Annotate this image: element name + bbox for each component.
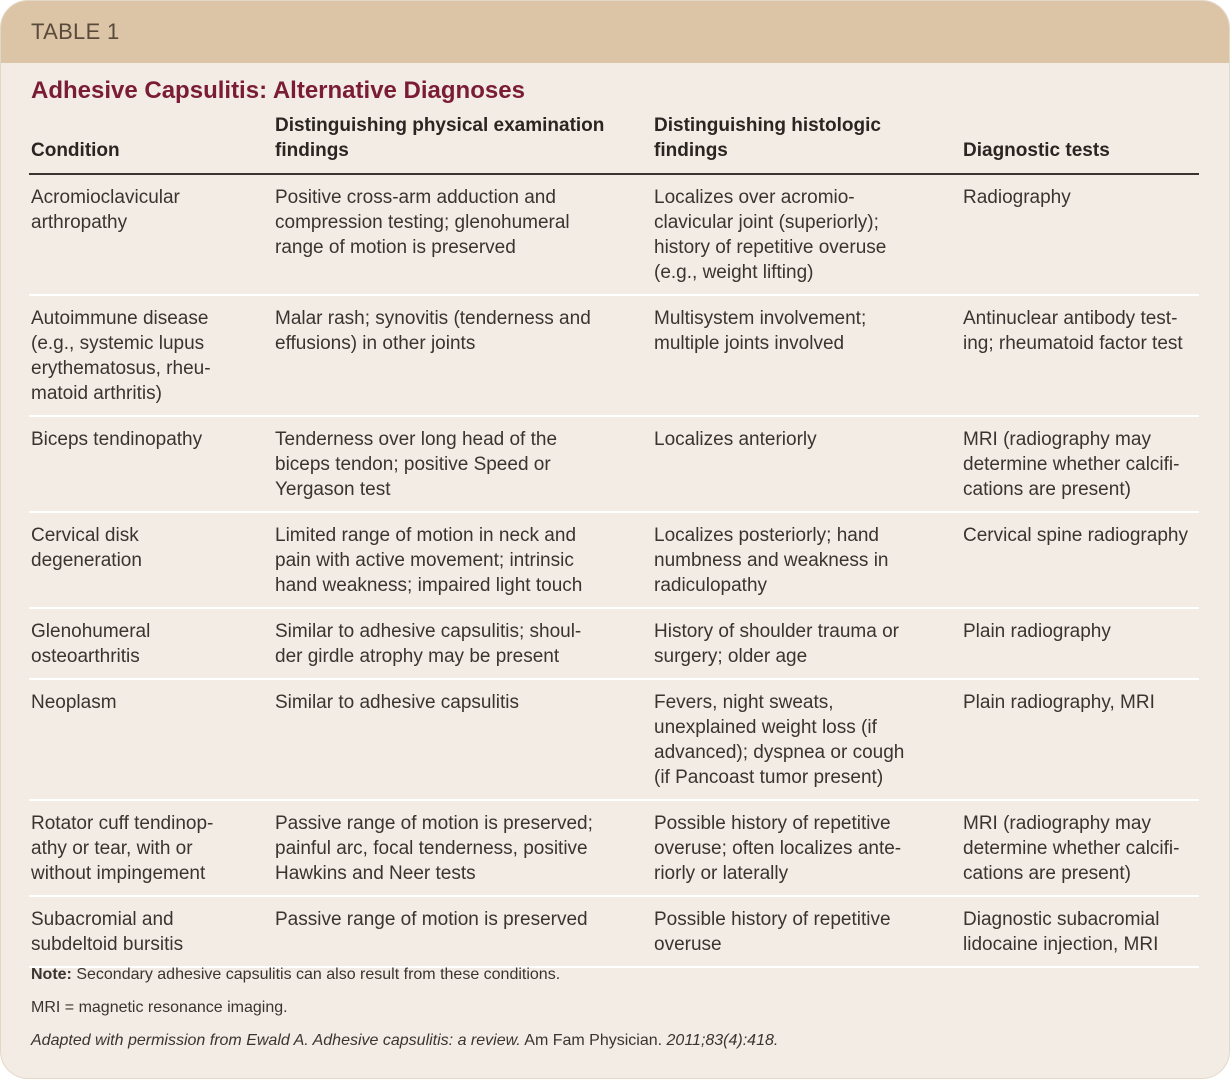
table-cell: Tenderness over long head of the biceps … — [273, 416, 652, 513]
table-cell: Diagnostic subacromial lidocaine injecti… — [961, 896, 1199, 968]
note-text: Secondary adhesive capsulitis can also r… — [71, 966, 561, 983]
table-cell: Possible history of repetitive overuse — [652, 896, 961, 968]
source-citation: Adapted with permission from Ewald A. Ad… — [31, 1032, 778, 1050]
table-row: Subacromial and subdeltoid bursitis Passi… — [29, 896, 1199, 968]
table-note: Note: Secondary adhesive capsulitis can … — [31, 966, 560, 984]
table-cell: Subacromial and subdeltoid bursitis — [29, 896, 273, 968]
table-cell: Glenohumeral osteoarthritis — [29, 608, 273, 680]
table-cell: Radiography — [961, 174, 1199, 296]
table-cell: Autoimmune disease (e.g., systemic lupus… — [29, 295, 273, 417]
citation-title: Adapted with permission from Ewald A. Ad… — [31, 1032, 521, 1049]
table-cell: Rotator cuff tendinop- athy or tear, wit… — [29, 800, 273, 897]
table-cell: MRI (radiography may determine whether c… — [961, 800, 1199, 897]
table-row: Neoplasm Similar to adhesive capsulitis Fe… — [29, 679, 1199, 801]
table-cell: Localizes posteriorly; hand numbness and… — [652, 512, 961, 609]
note-label: Note: — [31, 966, 72, 983]
table-cell: Possible history of repetitive overuse; … — [652, 800, 961, 897]
table-cell: Antinuclear antibody test- ing; rheumato… — [961, 295, 1199, 417]
table-cell: Multisystem involvement; multiple joints… — [652, 295, 961, 417]
table-cell: Acromioclavicular arthropathy — [29, 174, 273, 296]
table-row: Cervical disk degeneration Limited range … — [29, 512, 1199, 609]
abbreviation-note: MRI = magnetic resonance imaging. — [31, 999, 288, 1016]
table-cell: Similar to adhesive capsulitis — [273, 679, 652, 801]
table-cell: Plain radiography — [961, 608, 1199, 680]
table-cell: Localizes anteriorly — [652, 416, 961, 513]
table-row: Acromioclavicular arthropathy Positive cr… — [29, 174, 1199, 296]
table-cell: Neoplasm — [29, 679, 273, 801]
column-header: Diagnostic tests — [961, 113, 1199, 175]
table-cell: History of shoulder trauma or surgery; o… — [652, 608, 961, 680]
table-label-band: TABLE 1 — [1, 1, 1229, 63]
table-title: Adhesive Capsulitis: Alternative Diagnos… — [31, 77, 525, 104]
table-cell: Limited range of motion in neck and pain… — [273, 512, 652, 609]
header-row: Condition Distinguishing physical examin… — [29, 113, 1199, 175]
table-cell: Similar to adhesive capsulitis; shoul- d… — [273, 608, 652, 680]
table-cell: Cervical spine radiography — [961, 512, 1199, 609]
table-cell: Plain radiography, MRI — [961, 679, 1199, 801]
table-cell: MRI (radiography may determine whether c… — [961, 416, 1199, 513]
column-header: Condition — [29, 113, 273, 175]
table-cell: Fevers, night sweats, unexplained weight… — [652, 679, 961, 801]
table-cell: Positive cross-arm adduction and compres… — [273, 174, 652, 296]
table-cell: Passive range of motion is preserved — [273, 896, 652, 968]
table-row: Autoimmune disease (e.g., systemic lupus… — [29, 295, 1199, 417]
table-row: Rotator cuff tendinop- athy or tear, wit… — [29, 800, 1199, 897]
table-cell: Malar rash; synovitis (tenderness and ef… — [273, 295, 652, 417]
table-label: TABLE 1 — [31, 19, 120, 44]
table-cell: Biceps tendinopathy — [29, 416, 273, 513]
diagnoses-table: Condition Distinguishing physical examin… — [29, 113, 1199, 968]
table-cell: Cervical disk degeneration — [29, 512, 273, 609]
citation-volume: 2011;83(4):418. — [666, 1032, 779, 1049]
table-row: Biceps tendinopathy Tenderness over long … — [29, 416, 1199, 513]
table-cell: Passive range of motion is preserved; pa… — [273, 800, 652, 897]
table-cell: Localizes over acromio- clavicular joint… — [652, 174, 961, 296]
table-row: Glenohumeral osteoarthritis Similar to ad… — [29, 608, 1199, 680]
column-header: Distinguishing histologic findings — [652, 113, 961, 175]
citation-journal: Am Fam Physician. — [520, 1032, 667, 1049]
column-header: Distinguishing physical examination find… — [273, 113, 652, 175]
